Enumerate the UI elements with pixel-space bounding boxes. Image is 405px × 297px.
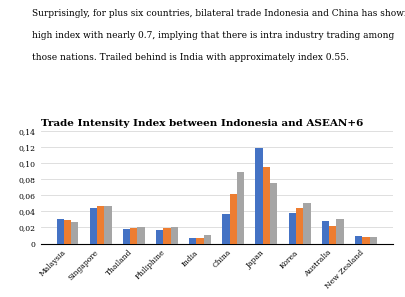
Bar [303,203,311,244]
Bar [137,227,145,244]
Bar [369,237,377,244]
Bar [57,219,64,244]
Bar [296,208,303,244]
Bar [71,222,79,244]
Text: Trade Intensity Index between Indonesia and ASEAN+6: Trade Intensity Index between Indonesia … [41,119,364,128]
Bar [289,213,296,244]
Bar [123,229,130,244]
Bar [204,236,211,244]
Bar [163,228,171,244]
Bar [270,183,277,244]
Bar [130,228,137,244]
Bar [90,208,97,244]
Bar [189,238,196,244]
Bar [355,236,362,244]
Bar [230,194,237,244]
Bar [263,167,270,244]
Bar [156,230,163,244]
Text: those nations. Trailed behind is India with approximately index 0.55.: those nations. Trailed behind is India w… [32,53,350,62]
Text: Surprisingly, for plus six countries, bilateral trade Indonesia and China has sh: Surprisingly, for plus six countries, bi… [32,9,405,18]
Bar [97,206,104,244]
Bar [222,214,230,244]
Bar [256,148,263,244]
Bar [171,227,178,244]
Text: high index with nearly 0.7, implying that there is intra industry trading among: high index with nearly 0.7, implying tha… [32,31,394,40]
Bar [322,221,329,244]
Bar [64,220,71,244]
Bar [196,238,204,244]
Bar [337,219,344,244]
Bar [329,226,337,244]
Bar [237,172,244,244]
Bar [362,237,369,244]
Bar [104,206,111,244]
